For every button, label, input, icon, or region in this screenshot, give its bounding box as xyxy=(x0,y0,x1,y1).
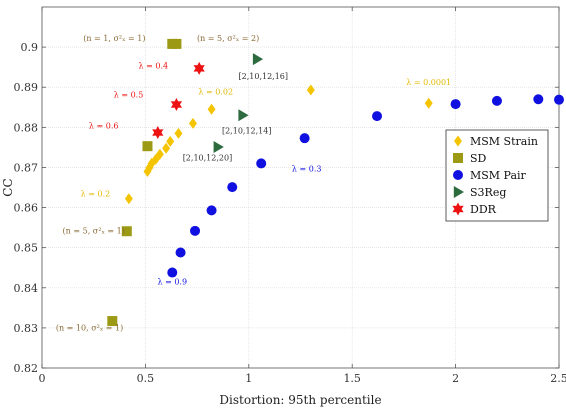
y-tick-label: 0.9 xyxy=(21,41,39,54)
legend-marker-msm-strain xyxy=(454,135,462,147)
annotation-label: (n = 5, σ²ₓ = 2) xyxy=(197,34,259,43)
y-tick-label: 0.86 xyxy=(14,202,39,215)
x-tick-label: 2 xyxy=(452,372,459,385)
data-points xyxy=(107,38,564,327)
annotation-label: λ = 0.02 xyxy=(198,87,233,96)
msm-pair-point xyxy=(533,94,544,105)
y-tick-label: 0.88 xyxy=(14,121,39,134)
msm-pair-point xyxy=(554,94,564,105)
annotation-label: λ = 0.2 xyxy=(81,189,111,198)
legend-marker-sd xyxy=(453,153,463,163)
plot-frame xyxy=(41,6,560,369)
msm-pair-point xyxy=(227,182,238,193)
x-tick-label: 1.5 xyxy=(343,372,361,385)
legend-label-sd: SD xyxy=(470,152,487,165)
annotation-label: λ = 0.0001 xyxy=(406,78,451,87)
legend-marker-ddr xyxy=(452,202,464,216)
s3reg-point xyxy=(238,109,249,122)
msm-strain-point xyxy=(166,135,175,147)
msm-strain-point xyxy=(155,148,164,160)
x-tick-label: 1 xyxy=(245,372,252,385)
legend-label-s3reg: S3Reg xyxy=(470,186,506,199)
s3reg-point xyxy=(252,53,264,66)
sd-point xyxy=(107,316,118,327)
msm-strain-point xyxy=(145,161,154,173)
msm-strain-point xyxy=(306,84,315,96)
annotation-label: [2,10,12,20] xyxy=(183,154,233,163)
x-tick-label: 2.5 xyxy=(550,372,566,385)
y-axis-label: CC xyxy=(1,178,15,196)
annotation-label: λ = 0.6 xyxy=(89,122,119,131)
sd-point xyxy=(121,226,132,237)
msm-strain-point xyxy=(189,117,197,129)
msm-pair-point xyxy=(190,225,201,236)
annotation-label: λ = 0.4 xyxy=(139,61,169,70)
y-tick-label: 0.89 xyxy=(14,81,39,94)
msm-strain-point xyxy=(162,142,171,154)
sd-point xyxy=(171,38,182,49)
ddr-point xyxy=(193,61,205,75)
msm-pair-point xyxy=(175,247,186,258)
annotation-label: λ = 0.9 xyxy=(157,278,187,287)
s3reg-point xyxy=(213,140,224,153)
annotation-label: λ = 0.5 xyxy=(114,90,144,99)
msm-pair-point xyxy=(450,99,461,110)
annotation-label: (n = 1, σ²ₓ = 1) xyxy=(83,34,145,43)
x-tick-label: 0.5 xyxy=(137,372,155,385)
x-tick-label: 0 xyxy=(39,372,46,385)
y-tick-label: 0.84 xyxy=(14,282,39,295)
x-axis-label: Distortion: 95th percentile xyxy=(219,393,381,407)
msm-pair-point xyxy=(167,267,178,278)
ddr-point xyxy=(152,126,164,140)
msm-pair-point xyxy=(206,205,217,216)
legend-label-msm-strain: MSM Strain xyxy=(470,135,538,148)
sd-point xyxy=(142,141,153,152)
y-tick-label: 0.83 xyxy=(14,322,39,335)
msm-strain-point xyxy=(174,127,183,139)
msm-strain-point xyxy=(207,103,216,115)
y-tick-label: 0.85 xyxy=(14,242,39,255)
legend: MSM Strain SD MSM Pair S3Reg DDR xyxy=(445,129,549,222)
msm-pair-point xyxy=(256,158,267,169)
annotations: (n = 1, σ²ₓ = 1) (n = 5, σ²ₓ = 2) (n = 5, … xyxy=(56,34,451,333)
ddr-point xyxy=(170,97,183,111)
annotation-label: (n = 10, σ²ₓ = 1) xyxy=(56,324,123,333)
annotation-label: λ = 0.3 xyxy=(292,164,322,173)
legend-label-ddr: DDR xyxy=(470,203,497,216)
msm-pair-point xyxy=(299,133,310,144)
legend-label-msm-pair: MSM Pair xyxy=(470,169,527,182)
msm-strain-point xyxy=(124,193,133,205)
y-tick-label: 0.87 xyxy=(14,161,39,174)
annotation-label: [2,10,12,16] xyxy=(239,72,289,81)
annotation-label: [2,10,12,14] xyxy=(222,126,272,135)
y-tick-label: 0.82 xyxy=(14,362,39,375)
annotation-label: (n = 5, σ²ₓ = 1) xyxy=(63,227,125,236)
axis-ticks: 0 0.5 1 1.5 2 2.5 0.82 0.83 0.84 0.85 0.86 0.87 0.88… xyxy=(14,7,566,385)
msm-strain-point xyxy=(424,97,433,109)
legend-marker-msm-pair xyxy=(453,170,463,180)
legend-marker-s3reg xyxy=(453,186,464,198)
msm-pair-point xyxy=(372,111,383,122)
msm-pair-point xyxy=(491,95,502,106)
